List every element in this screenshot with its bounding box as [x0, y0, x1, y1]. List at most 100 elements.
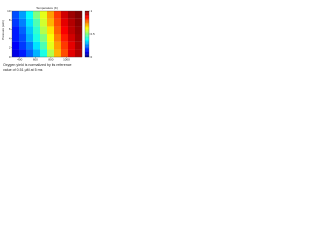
colorbar-segment [85, 14, 89, 16]
heatmap-cell [68, 33, 76, 42]
chart: Temperature (K) Pressure (atm) Oxygen yi… [1, 6, 96, 72]
colorbar-segment [85, 51, 89, 53]
colorbar-segment [85, 32, 89, 35]
colorbar-segment [85, 34, 89, 36]
colorbar-tick-label: 0 [91, 55, 93, 59]
colorbar-segment [85, 50, 89, 52]
colorbar-segment [85, 54, 89, 56]
heatmap-cell [54, 49, 62, 58]
heatmap-cell [19, 10, 27, 19]
heatmap-cell [54, 18, 62, 27]
heatmap-cell [61, 10, 69, 19]
colorbar-segment [85, 43, 89, 45]
heatmap-cell [68, 49, 76, 58]
heatmap-cell [47, 10, 55, 19]
y-axis-label: Pressure (atm) [1, 20, 5, 40]
colorbar-segment [85, 45, 89, 47]
heatmap-cell [61, 41, 69, 50]
heatmap-cell [75, 26, 83, 35]
colorbar-segment [85, 11, 89, 13]
colorbar-segment [85, 12, 89, 14]
plot-frame [11, 10, 83, 58]
heatmap-cell [33, 33, 41, 42]
heatmap-cell [40, 26, 48, 35]
colorbar-segment [85, 21, 89, 23]
y-tick-label: 8 [9, 18, 11, 22]
heatmap-cell [61, 33, 69, 42]
heatmap-cell [12, 26, 20, 35]
colorbar-segment [85, 31, 89, 33]
colorbar-segment [85, 28, 89, 30]
heatmap-cell [61, 18, 69, 27]
heatmap-cell [12, 18, 20, 27]
heatmap-cell [40, 10, 48, 19]
colorbar-segment [85, 30, 89, 32]
heatmap-cell [68, 18, 76, 27]
heatmap-cell [75, 33, 83, 42]
heatmap-cell [54, 26, 62, 35]
heatmap-cell [54, 33, 62, 42]
colorbar-segment [85, 44, 89, 46]
colorbar-segment [85, 40, 89, 43]
heatmap-cell [19, 49, 27, 58]
caption-line: Oxygen yield is normalized by its refere… [3, 63, 72, 67]
heatmap-cell [33, 49, 41, 58]
colorbar-segment [85, 20, 89, 22]
heatmap-cell [54, 41, 62, 50]
y-tick-label: 10 [7, 9, 11, 13]
colorbar-segment [85, 15, 89, 17]
heatmap-cell [26, 41, 34, 50]
colorbar-segment [85, 37, 89, 39]
y-tick-label: 0 [9, 55, 11, 59]
colorbar-segment [85, 52, 89, 54]
heatmap-cell [61, 26, 69, 35]
heatmap-cell [33, 41, 41, 50]
colorbar-tick-label: 0.5 [91, 32, 96, 36]
heatmap-cell [19, 41, 27, 50]
heatmap-cell [40, 33, 48, 42]
colorbar-segment [85, 36, 89, 38]
heatmap-cell [33, 18, 41, 27]
y-tick-label: 6 [9, 27, 11, 31]
caption-line: value of 0.51 μM at 5 ms [3, 68, 43, 72]
heatmap-cell [26, 26, 34, 35]
colorbar-segment [85, 27, 89, 29]
colorbar-segment [85, 16, 89, 18]
x-axis-label: Temperature (K) [36, 6, 58, 10]
heatmap-cell [75, 18, 83, 27]
y-tick-label: 2 [9, 46, 11, 50]
heatmap-cell [75, 41, 83, 50]
heatmap-cell [12, 41, 20, 50]
heatmap-cell [33, 26, 41, 35]
colorbar-segment [85, 47, 89, 50]
x-tick-label: 600 [33, 57, 38, 61]
colorbar-segment [85, 24, 89, 27]
heatmap-cell [12, 33, 20, 42]
colorbar-segment [85, 53, 89, 55]
heatmap-cell [47, 49, 55, 58]
colorbar-segment [85, 39, 89, 41]
heatmap-cell [19, 18, 27, 27]
heatmap-cell [12, 10, 20, 19]
colorbar-segment [85, 19, 89, 21]
heatmap-cell [19, 33, 27, 42]
heatmap-cell [47, 33, 55, 42]
heatmap-cell [54, 10, 62, 19]
heatmap-cell [61, 49, 69, 58]
heatmap-cell [26, 33, 34, 42]
heatmap-cell [26, 18, 34, 27]
colorbar-segment [85, 38, 89, 40]
heatmap-cell [68, 26, 76, 35]
heatmap-cell [68, 10, 76, 19]
heatmap-cell [47, 26, 55, 35]
y-tick-label: 4 [9, 36, 11, 40]
x-tick-label: 800 [48, 57, 53, 61]
heatmap-cell [40, 18, 48, 27]
colorbar-segment [85, 22, 89, 24]
colorbar-segment [85, 35, 89, 37]
colorbar-segment [85, 42, 89, 44]
colorbar-tick-label: 1 [91, 9, 93, 13]
heatmap-cell [26, 10, 34, 19]
colorbar-segment [85, 23, 89, 25]
colorbar-segment [85, 48, 89, 51]
